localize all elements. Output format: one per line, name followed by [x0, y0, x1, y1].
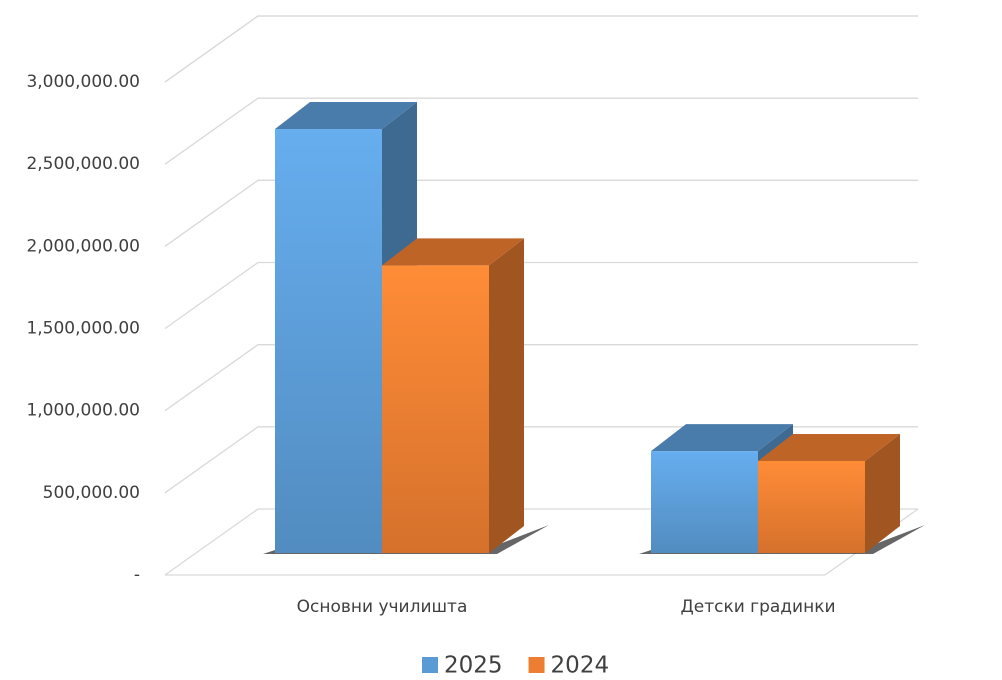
- bar: [651, 451, 758, 553]
- y-tick-label: 500,000.00: [43, 483, 140, 503]
- grid-line: [164, 179, 918, 247]
- y-tick-label: 1,000,000.00: [26, 401, 140, 421]
- legend-label: 2025: [444, 653, 503, 679]
- bar-top: [275, 102, 417, 130]
- bar: [758, 460, 865, 553]
- y-tick-label: 1,500,000.00: [26, 319, 140, 339]
- bar: [275, 129, 382, 553]
- bar-side: [865, 433, 900, 553]
- x-tick-label: Основни училишта: [297, 597, 468, 617]
- bar-top: [382, 238, 524, 266]
- bar-top: [758, 433, 900, 461]
- x-tick-label: Детски градинки: [680, 597, 835, 617]
- wall-top-line: [164, 15, 918, 83]
- bar: [382, 265, 489, 553]
- grid-line: [164, 261, 918, 330]
- legend-swatch: [528, 657, 545, 673]
- y-tick-label: 3,000,000.00: [26, 72, 140, 92]
- legend-label: 2024: [551, 653, 610, 679]
- grid-line: [164, 344, 918, 412]
- legend-swatch: [422, 657, 438, 673]
- bar-top: [651, 424, 793, 452]
- y-tick-label: -: [134, 565, 140, 585]
- y-tick-label: 2,500,000.00: [26, 154, 140, 174]
- bar-side: [489, 238, 524, 553]
- grid-line: [164, 15, 918, 83]
- y-tick-label: 2,000,000.00: [26, 236, 140, 256]
- grid-line: [164, 97, 918, 165]
